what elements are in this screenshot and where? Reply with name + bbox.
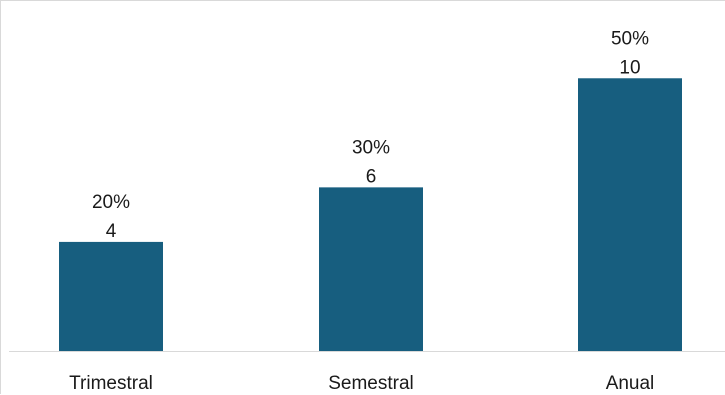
category-label-trimestral: Trimestral <box>69 373 153 394</box>
percent-label-trimestral: 20% <box>92 192 130 213</box>
percent-label-anual: 50% <box>611 28 649 49</box>
percent-label-semestral: 30% <box>352 137 390 158</box>
value-label-semestral: 6 <box>366 166 377 187</box>
value-label-trimestral: 4 <box>106 221 117 242</box>
value-label-anual: 10 <box>619 57 640 78</box>
bar-anual <box>578 78 682 351</box>
bar-trimestral <box>59 241 163 351</box>
bar-semestral <box>319 187 423 351</box>
category-label-semestral: Semestral <box>328 373 414 394</box>
category-label-anual: Anual <box>606 373 655 394</box>
